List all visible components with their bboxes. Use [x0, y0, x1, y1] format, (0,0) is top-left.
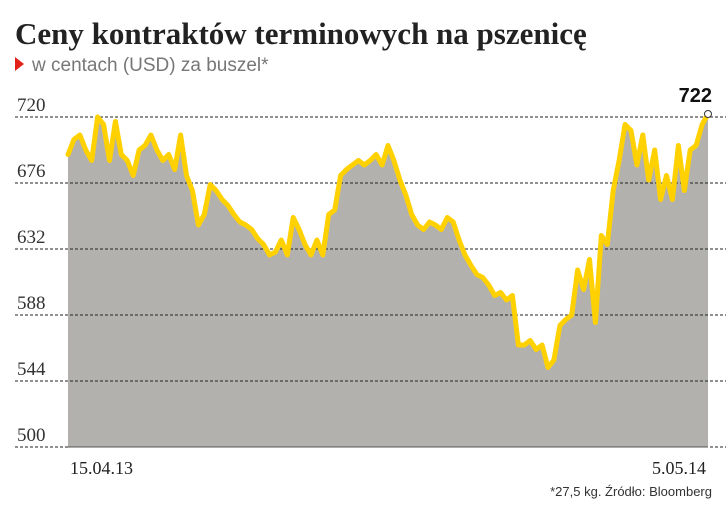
- last-point: [704, 110, 712, 118]
- y-tick-label: 720: [17, 95, 46, 116]
- y-tick-label: 676: [17, 161, 46, 182]
- subtitle-marker: [15, 57, 24, 71]
- y-tick-label: 544: [17, 359, 46, 380]
- subtitle: w centach (USD) za buszel*: [31, 55, 269, 76]
- x-tick-label: 5.05.14: [652, 458, 706, 478]
- x-tick-label: 15.04.13: [70, 458, 133, 478]
- area: [68, 114, 708, 447]
- y-tick-label: 632: [17, 227, 46, 248]
- chart-title: Ceny kontraktów terminowych na pszenicę: [15, 16, 587, 51]
- source: *27,5 kg. Źródło: Bloomberg: [550, 484, 712, 499]
- last-value-label: 722: [679, 85, 712, 107]
- line: [65, 111, 711, 370]
- y-tick-label: 588: [17, 293, 46, 314]
- y-tick-label: 500: [17, 425, 46, 446]
